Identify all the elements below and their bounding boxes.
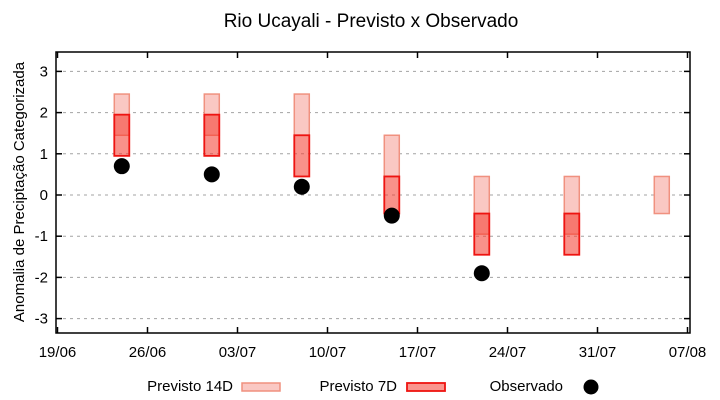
x-tick-label: 31/07 bbox=[579, 344, 617, 361]
observed-points bbox=[113, 158, 490, 282]
observado-point bbox=[113, 158, 130, 175]
forecast-group-08/07 bbox=[293, 93, 311, 178]
y-tick-label: 3 bbox=[40, 63, 48, 80]
x-tick-label: 26/06 bbox=[129, 344, 167, 361]
legend: Previsto 14D Previsto 7D Observado bbox=[147, 378, 599, 395]
previsto-7d-bar bbox=[203, 113, 221, 157]
forecast-group-05/08 bbox=[653, 175, 671, 215]
x-tick-label: 03/07 bbox=[219, 344, 257, 361]
x-tick-label: 17/07 bbox=[399, 344, 437, 361]
previsto-14d-bar bbox=[383, 134, 401, 178]
legend-swatch-observado-icon bbox=[583, 379, 599, 395]
legend-label-observado: Observado bbox=[490, 378, 563, 395]
x-tick-label: 24/07 bbox=[489, 344, 527, 361]
gridlines bbox=[56, 70, 690, 320]
legend-label-previsto-14d: Previsto 14D bbox=[147, 378, 233, 395]
observado-point bbox=[473, 265, 490, 282]
observado-point bbox=[203, 166, 220, 183]
previsto-14d-bar bbox=[653, 175, 671, 215]
forecast-group-15/07 bbox=[383, 134, 401, 215]
forecast-group-01/07 bbox=[203, 93, 221, 157]
previsto-7d-bar bbox=[113, 113, 131, 157]
plot-frame bbox=[55, 51, 691, 334]
y-tick-label: 1 bbox=[40, 146, 48, 163]
y-tick-label: 2 bbox=[40, 105, 48, 122]
y-tick-label: -3 bbox=[35, 311, 48, 328]
legend-label-previsto-7d: Previsto 7D bbox=[319, 378, 397, 395]
forecast-group-24/06 bbox=[113, 93, 131, 157]
y-tick-label: -2 bbox=[35, 269, 48, 286]
legend-swatch-previsto-7d-icon bbox=[406, 382, 446, 392]
x-tick-label: 10/07 bbox=[309, 344, 347, 361]
forecast-group-22/07 bbox=[473, 175, 491, 256]
axes: 19/06 26/06 03/07 10/07 17/07 24/07 31/07 07/08… bbox=[35, 51, 707, 361]
previsto-14d-bar bbox=[293, 93, 311, 137]
forecast-group-29/07 bbox=[563, 175, 581, 256]
chart-title: Rio Ucayali - Previsto x Observado bbox=[224, 11, 519, 32]
x-tick-label: 07/08 bbox=[669, 344, 707, 361]
forecast-bars bbox=[113, 93, 671, 256]
y-axis-label: Anomalia de Preciptação Categorizada bbox=[11, 61, 28, 322]
previsto-7d-bar bbox=[473, 212, 491, 256]
previsto-7d-bar bbox=[293, 134, 311, 178]
legend-swatch-previsto-14d-icon bbox=[241, 382, 281, 392]
observado-point bbox=[293, 178, 310, 195]
x-tick-label: 19/06 bbox=[39, 344, 77, 361]
y-tick-label: 0 bbox=[40, 187, 48, 204]
previsto-7d-bar bbox=[563, 212, 581, 256]
observado-point bbox=[383, 207, 400, 224]
y-tick-label: -1 bbox=[35, 228, 48, 245]
